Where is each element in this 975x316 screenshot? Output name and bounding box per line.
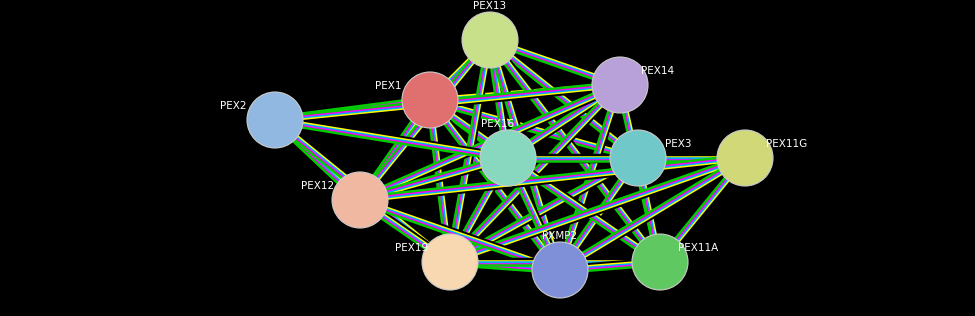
Text: PEX11G: PEX11G: [766, 139, 807, 149]
Circle shape: [422, 234, 478, 290]
Text: PEX16: PEX16: [482, 119, 515, 129]
Circle shape: [480, 130, 536, 186]
Text: PXMP2: PXMP2: [542, 231, 577, 241]
Circle shape: [592, 57, 648, 113]
Text: PEX12: PEX12: [301, 181, 334, 191]
Circle shape: [247, 92, 303, 148]
Circle shape: [610, 130, 666, 186]
Text: PEX2: PEX2: [219, 101, 247, 111]
Text: PEX14: PEX14: [642, 66, 675, 76]
Circle shape: [462, 12, 518, 68]
Text: PEX11A: PEX11A: [678, 243, 719, 253]
Circle shape: [717, 130, 773, 186]
Circle shape: [532, 242, 588, 298]
Circle shape: [402, 72, 458, 128]
Text: PEX13: PEX13: [474, 1, 507, 11]
Circle shape: [332, 172, 388, 228]
Text: PEX1: PEX1: [374, 81, 402, 91]
Circle shape: [632, 234, 688, 290]
Text: PEX3: PEX3: [665, 139, 691, 149]
Text: PEX19: PEX19: [396, 243, 429, 253]
